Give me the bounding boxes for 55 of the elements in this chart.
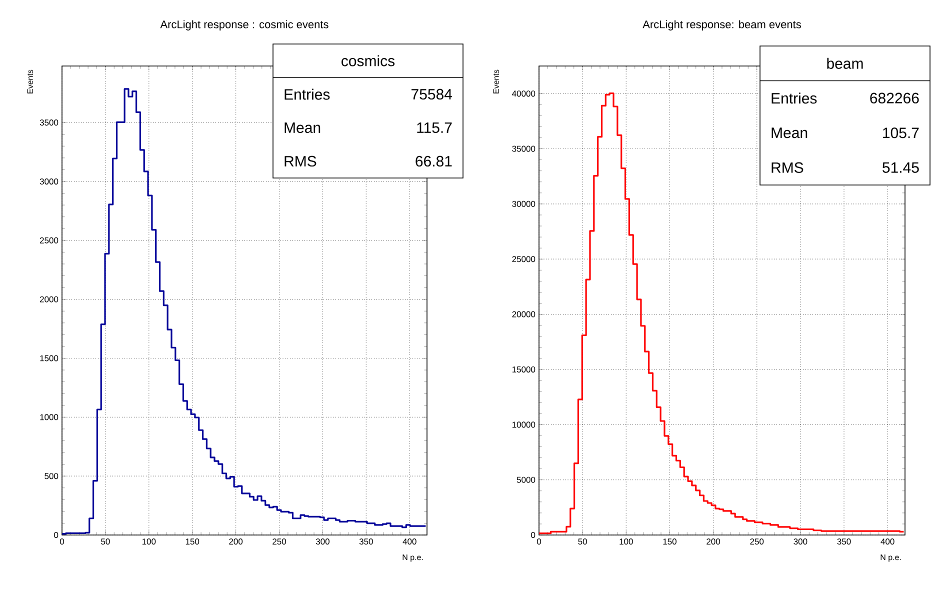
x-tick-label: 100 [142, 538, 156, 545]
y-tick-label: 0 [531, 532, 536, 538]
y-axis-title: Events [27, 70, 33, 94]
y-tick-label: 1500 [40, 355, 58, 362]
annotation: 51.45 [882, 162, 919, 173]
y-tick-label: 40000 [512, 90, 536, 97]
y-tick-label: 3000 [40, 178, 58, 184]
x-tick-label: 200 [706, 538, 720, 545]
y-tick-label: 35000 [512, 146, 536, 152]
x-tick-label: 100 [620, 538, 633, 545]
annotation: RMS [284, 156, 316, 167]
x-tick-label: 150 [186, 538, 200, 545]
annotation: 66.81 [416, 156, 452, 167]
annotation: cosmics [342, 55, 395, 66]
annotation: Entries [284, 88, 330, 100]
y-axis-title: Events [493, 70, 499, 94]
chart-title: ArcLight response : cosmic events [160, 20, 328, 30]
y-tick-label: 5000 [516, 476, 536, 483]
x-tick-label: 350 [837, 538, 851, 545]
y-tick-label: 20000 [512, 311, 536, 318]
y-tick-label: 15000 [512, 366, 536, 372]
annotation: beam [827, 58, 863, 69]
y-tick-label: 2500 [40, 237, 58, 244]
y-tick-label: 1000 [40, 414, 58, 420]
x-tick-label: 250 [272, 538, 286, 545]
chart-title: ArcLight response: beam events [642, 20, 801, 30]
annotation: 115.7 [417, 122, 452, 133]
y-tick-label: 30000 [512, 200, 536, 207]
y-tick-label: 10000 [512, 422, 536, 428]
x-tick-label: 0 [536, 538, 542, 545]
y-tick-label: 25000 [512, 256, 536, 262]
x-tick-label: 300 [794, 538, 808, 545]
annotation: 682266 [870, 92, 919, 104]
x-axis-title: N p.e. [880, 554, 901, 562]
x-tick-label: 350 [359, 538, 373, 545]
annotation: Entries [772, 92, 817, 104]
y-tick-label: 3500 [40, 120, 58, 126]
y-tick-label: 2000 [40, 296, 58, 302]
x-tick-label: 50 [101, 538, 110, 545]
x-tick-label: 200 [229, 538, 243, 545]
x-tick-label: 250 [750, 538, 764, 545]
x-tick-label: 150 [663, 538, 676, 545]
annotation: RMS [772, 162, 804, 173]
x-tick-label: 400 [880, 538, 894, 545]
y-tick-label: 500 [44, 473, 58, 480]
y-tick-label: 0 [54, 532, 58, 538]
x-tick-label: 0 [60, 538, 64, 545]
x-tick-label: 50 [578, 538, 587, 545]
annotation: 105.7 [883, 128, 919, 138]
x-axis-title: N p.e. [402, 554, 423, 562]
annotation: Mean [772, 128, 808, 138]
x-tick-label: 400 [402, 538, 416, 545]
annotation: Mean [284, 122, 320, 133]
x-tick-label: 300 [316, 538, 330, 545]
annotation: 75584 [412, 88, 452, 100]
